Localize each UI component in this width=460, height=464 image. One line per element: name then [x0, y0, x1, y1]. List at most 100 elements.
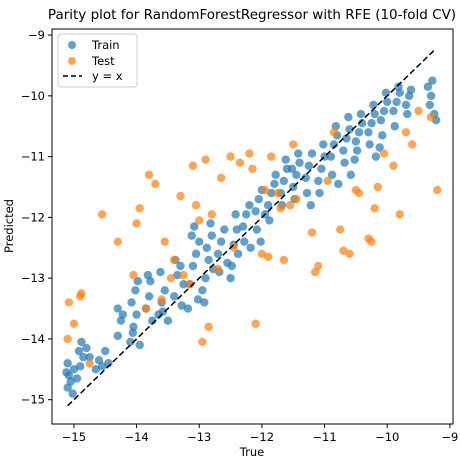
train-point: [75, 362, 85, 371]
test-point: [426, 112, 436, 122]
test-point: [248, 164, 257, 173]
y-tick-label: −13: [21, 271, 45, 285]
test-point: [185, 280, 195, 289]
train-point: [104, 359, 113, 368]
train-point: [126, 337, 135, 347]
test-point: [260, 185, 270, 195]
test-point: [345, 249, 354, 259]
test-point: [179, 270, 188, 280]
train-point: [132, 310, 141, 319]
train-point: [327, 170, 337, 180]
train-point: [356, 109, 366, 119]
legend-box: [57, 33, 138, 88]
test-point: [85, 359, 94, 368]
train-point: [317, 164, 326, 173]
train-point: [370, 109, 379, 119]
test-point: [408, 140, 417, 149]
train-point: [82, 343, 91, 353]
train-point: [133, 276, 143, 286]
train-point: [314, 176, 323, 186]
test-point: [129, 270, 138, 280]
train-point: [113, 304, 122, 313]
train-point: [344, 112, 353, 122]
train-point: [245, 201, 254, 210]
train-point: [85, 352, 94, 362]
legend-test-label: Test: [91, 54, 115, 68]
train-point: [177, 301, 186, 310]
train-point: [202, 243, 211, 252]
test-point: [339, 246, 348, 256]
train-point: [77, 337, 86, 347]
test-point: [166, 273, 176, 283]
train-point: [207, 231, 216, 240]
train-point: [401, 100, 411, 110]
test-point: [289, 140, 298, 149]
train-point: [428, 76, 437, 85]
test-point: [64, 298, 74, 307]
test-point: [307, 228, 317, 237]
train-point: [270, 179, 279, 189]
train-point: [281, 155, 290, 164]
x-tick-label: −14: [124, 430, 148, 444]
legend: Train Test y = x: [57, 33, 138, 88]
test-point: [395, 210, 404, 219]
test-point: [433, 185, 442, 195]
train-point: [216, 237, 226, 246]
train-point: [390, 122, 399, 131]
train-point: [357, 118, 367, 128]
train-point: [143, 270, 153, 280]
train-point: [173, 270, 182, 280]
train-point: [238, 222, 248, 231]
train-point: [169, 292, 179, 301]
train-point: [188, 261, 198, 271]
train-point: [74, 346, 84, 356]
test-point: [229, 243, 238, 252]
train-point: [406, 85, 416, 94]
train-point: [306, 201, 315, 210]
test-point: [213, 264, 223, 274]
train-point: [144, 292, 154, 301]
test-point: [226, 152, 235, 161]
test-point: [157, 295, 166, 304]
train-point: [376, 115, 386, 125]
test-point: [314, 261, 323, 271]
train-point: [97, 362, 107, 371]
train-point: [131, 286, 140, 295]
test-point: [373, 182, 383, 192]
train-point: [187, 231, 196, 240]
test-point: [379, 149, 389, 158]
test-point: [204, 322, 213, 331]
train-point: [63, 359, 72, 368]
train-point: [375, 143, 384, 152]
x-axis-label: True: [239, 445, 264, 459]
train-point: [91, 365, 101, 374]
train-point: [256, 237, 265, 246]
train-point: [263, 201, 273, 210]
y-tick-label: −11: [21, 150, 45, 164]
test-point: [370, 204, 379, 213]
train-point: [128, 328, 138, 338]
train-point: [254, 194, 263, 204]
test-point: [207, 210, 216, 219]
test-point: [160, 237, 169, 246]
train-point: [354, 128, 364, 137]
train-point: [118, 310, 128, 319]
train-point: [69, 365, 79, 374]
x-tick-label: −15: [62, 430, 86, 444]
test-point: [292, 194, 301, 204]
test-point: [329, 128, 339, 137]
train-point: [383, 97, 392, 107]
train-point: [227, 261, 237, 271]
train-point: [403, 109, 412, 119]
train-point: [287, 164, 297, 173]
train-point: [62, 368, 71, 377]
train-point: [179, 280, 188, 289]
train-point: [129, 322, 138, 331]
train-point: [201, 273, 210, 283]
train-series: [62, 76, 441, 398]
train-point: [220, 225, 229, 234]
train-point: [301, 173, 310, 183]
test-point: [389, 161, 398, 170]
train-point: [265, 216, 274, 225]
train-point: [271, 170, 280, 180]
